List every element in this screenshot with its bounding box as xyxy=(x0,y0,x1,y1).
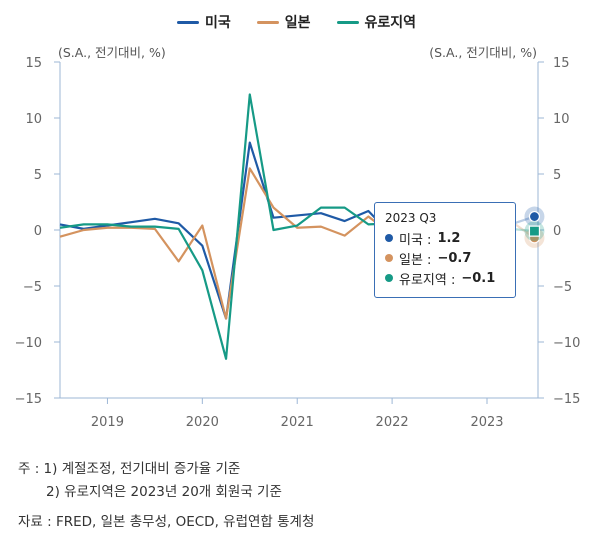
y-tick-label-right: −10 xyxy=(553,336,580,351)
chart-source: 자료 : FRED, 일본 총무성, OECD, 유럽연합 통계청 xyxy=(18,514,315,530)
series-line-2 xyxy=(59,93,393,360)
legend-label-us: 미국 xyxy=(204,15,231,31)
legend-label-japan: 일본 xyxy=(284,15,311,31)
x-tick-label: 2022 xyxy=(376,415,409,430)
tooltip-label-japan: 일본 : xyxy=(399,252,432,268)
tooltip-row-japan: 일본 : −0.7 xyxy=(385,248,505,268)
note-line-2: 2) 유로지역은 2023년 20개 회원국 기준 xyxy=(46,484,282,500)
y-tick-label-left: −15 xyxy=(15,392,42,407)
tooltip-dot-eurozone xyxy=(385,274,393,282)
x-tick-label: 2019 xyxy=(91,415,124,430)
y-tick-label-left: −5 xyxy=(23,280,42,295)
y-tick-label-right: 15 xyxy=(553,56,570,71)
tooltip-title: 2023 Q3 xyxy=(385,211,437,225)
legend-swatch-eurozone xyxy=(336,20,359,24)
tooltip-label-eurozone: 유로지역 : xyxy=(399,272,456,288)
marker-us xyxy=(528,210,541,223)
y-tick-label-left: −10 xyxy=(15,336,42,351)
chart-tooltip: 2023 Q3 미국 : 1.2 일본 : −0.7 유로지역 : −0.1 xyxy=(374,202,516,298)
legend-swatch-japan xyxy=(256,20,279,24)
legend-item-japan[interactable]: 일본 xyxy=(256,12,311,32)
chart-notes: 주 : 1) 계절조정, 전기대비 증가율 기준 2) 유로지역은 2023년 … xyxy=(18,458,282,504)
legend-swatch-us xyxy=(176,20,199,24)
left-axis-unit: (S.A., 전기대비, %) xyxy=(58,45,166,60)
tooltip-dot-japan xyxy=(385,254,393,262)
tooltip-value-us: 1.2 xyxy=(437,230,461,246)
tooltip-value-eurozone: −0.1 xyxy=(461,270,496,286)
marker-eurozone xyxy=(528,225,541,237)
tooltip-row-us: 미국 : 1.2 xyxy=(385,228,505,248)
y-tick-label-left: 0 xyxy=(34,224,42,239)
y-tick-label-right: −5 xyxy=(553,280,572,295)
right-axis-unit: (S.A., 전기대비, %) xyxy=(429,45,537,60)
legend-item-us[interactable]: 미국 xyxy=(176,12,231,32)
y-tick-label-left: 10 xyxy=(25,112,42,127)
series-line-1 xyxy=(59,167,393,320)
x-tick-label: 2023 xyxy=(470,415,503,430)
tooltip-row-eurozone: 유로지역 : −0.1 xyxy=(385,268,505,288)
tooltip-dot-us xyxy=(385,234,393,242)
y-tick-label-right: −15 xyxy=(553,392,580,407)
legend-label-eurozone: 유로지역 xyxy=(364,15,417,31)
x-tick-label: 2020 xyxy=(186,415,219,430)
y-tick-label-right: 10 xyxy=(553,112,570,127)
x-tick-label: 2021 xyxy=(281,415,314,430)
y-tick-label-left: 15 xyxy=(25,56,42,71)
series-line-0 xyxy=(59,141,393,320)
tooltip-value-japan: −0.7 xyxy=(437,250,472,266)
tooltip-label-us: 미국 : xyxy=(399,232,432,248)
y-tick-label-left: 5 xyxy=(34,168,42,183)
y-tick-label-right: 5 xyxy=(553,168,561,183)
chart-legend: 미국 일본 유로지역 xyxy=(0,12,593,32)
legend-item-eurozone[interactable]: 유로지역 xyxy=(336,12,417,32)
note-line-1: 주 : 1) 계절조정, 전기대비 증가율 기준 xyxy=(18,461,241,477)
y-tick-label-right: 0 xyxy=(553,224,561,239)
